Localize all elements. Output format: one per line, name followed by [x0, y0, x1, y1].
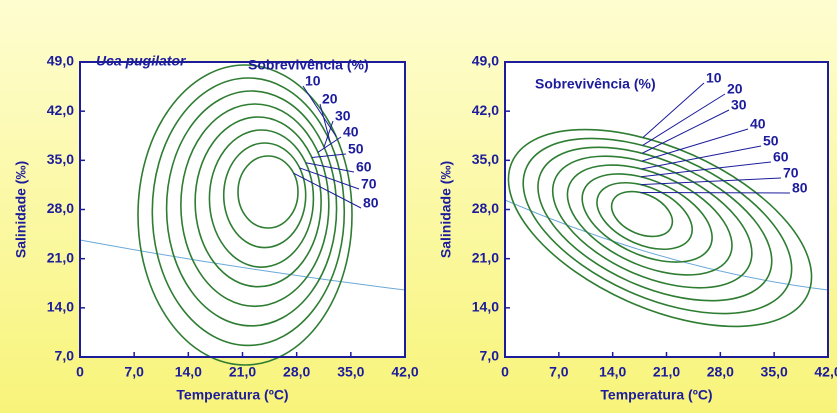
y-tick-label: 7,0 — [55, 348, 75, 364]
y-axis-label: Salinidade (‰) — [438, 161, 454, 258]
x-tick-label: 28,0 — [707, 364, 734, 380]
contour-label: 60 — [773, 149, 789, 165]
y-tick-label: 21,0 — [472, 249, 499, 265]
contour-label: 10 — [305, 73, 321, 89]
y-tick-label: 35,0 — [47, 151, 74, 167]
y-tick-label: 42,0 — [47, 102, 74, 118]
y-tick-label: 14,0 — [472, 299, 499, 315]
contour — [137, 64, 353, 366]
leader-line — [305, 162, 355, 173]
legend-title: Sobrevivência (%) — [535, 76, 656, 92]
contour — [208, 129, 315, 268]
annotation: Uca pugilator — [96, 53, 187, 69]
contour — [194, 116, 322, 288]
contour — [507, 128, 813, 328]
decoration — [79, 239, 406, 291]
leader-line — [317, 136, 342, 153]
contour — [180, 103, 330, 308]
contour — [151, 77, 346, 347]
x-tick-label: 7,0 — [124, 364, 144, 380]
y-tick-label: 35,0 — [472, 151, 499, 167]
legend-title: Sobrevivência (%) — [248, 57, 369, 73]
x-tick-label: 7,0 — [549, 364, 569, 380]
contour — [596, 181, 694, 251]
x-tick-label: 0 — [501, 364, 509, 380]
contour — [222, 142, 307, 249]
y-tick-label: 14,0 — [47, 299, 74, 315]
contour-label: 80 — [363, 195, 379, 211]
plot-area — [505, 62, 828, 357]
contour — [537, 146, 773, 302]
y-axis-label: Salinidade (‰) — [13, 161, 29, 258]
contour-label: 50 — [763, 133, 779, 149]
leader-line — [641, 145, 762, 170]
contour-label: 40 — [750, 116, 766, 132]
contour-label: 30 — [731, 97, 747, 113]
contour-label: 70 — [783, 165, 799, 181]
contour-label: 60 — [356, 159, 372, 175]
x-tick-label: 28,0 — [283, 364, 310, 380]
contour-label: 80 — [792, 180, 808, 196]
x-tick-label: 35,0 — [337, 364, 364, 380]
y-tick-label: 21,0 — [47, 249, 74, 265]
x-tick-label: 42,0 — [391, 364, 418, 380]
x-tick-label: 21,0 — [229, 364, 256, 380]
leader-line — [642, 82, 705, 138]
y-tick-label: 42,0 — [472, 102, 499, 118]
leader-line — [311, 153, 347, 159]
y-tick-label: 28,0 — [472, 200, 499, 216]
leader-line — [293, 172, 362, 209]
leader-line — [641, 128, 749, 162]
contour-label: 10 — [706, 70, 722, 86]
x-tick-label: 14,0 — [599, 364, 626, 380]
x-axis-label: Temperatura (ºC) — [600, 387, 712, 403]
y-tick-label: 49,0 — [472, 53, 499, 69]
x-tick-label: 0 — [76, 364, 84, 380]
leader-line — [299, 167, 360, 190]
leader-line — [640, 177, 782, 186]
y-tick-label: 7,0 — [480, 348, 500, 364]
contour-label: 70 — [361, 176, 377, 192]
y-tick-label: 28,0 — [47, 200, 74, 216]
contour-label: 20 — [727, 81, 743, 97]
x-tick-label: 42,0 — [814, 364, 837, 380]
x-axis-label: Temperatura (ºC) — [176, 387, 288, 403]
x-tick-label: 21,0 — [653, 364, 680, 380]
contour-label: 30 — [335, 108, 351, 124]
leader-line — [323, 120, 334, 148]
x-tick-label: 14,0 — [175, 364, 202, 380]
leader-line — [642, 93, 726, 146]
contour-label: 50 — [348, 141, 364, 157]
contour — [165, 90, 338, 327]
contour — [237, 155, 299, 229]
contour-label: 20 — [322, 91, 338, 107]
leader-line — [640, 161, 772, 178]
contour — [551, 155, 753, 289]
leader-line — [641, 109, 730, 154]
contour — [610, 190, 674, 238]
contour — [566, 164, 733, 276]
x-tick-label: 35,0 — [761, 364, 788, 380]
y-tick-label: 49,0 — [47, 53, 74, 69]
contour-label: 40 — [343, 124, 359, 140]
